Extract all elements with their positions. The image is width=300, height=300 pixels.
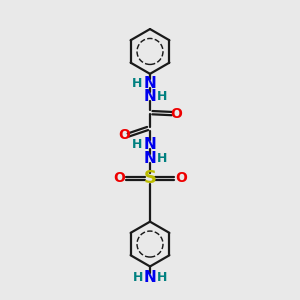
Text: H: H bbox=[132, 138, 142, 151]
Text: H: H bbox=[157, 271, 167, 284]
Text: N: N bbox=[144, 270, 156, 285]
Text: H: H bbox=[158, 90, 168, 103]
Text: O: O bbox=[113, 171, 125, 185]
Text: H: H bbox=[132, 77, 142, 90]
Text: N: N bbox=[144, 89, 156, 104]
Text: H: H bbox=[133, 271, 143, 284]
Text: O: O bbox=[170, 106, 182, 121]
Text: H: H bbox=[158, 152, 168, 165]
Text: O: O bbox=[175, 171, 187, 185]
Text: O: O bbox=[118, 128, 130, 142]
Text: N: N bbox=[144, 137, 156, 152]
Text: N: N bbox=[144, 76, 156, 91]
Text: N: N bbox=[144, 151, 156, 166]
Text: S: S bbox=[143, 169, 157, 188]
